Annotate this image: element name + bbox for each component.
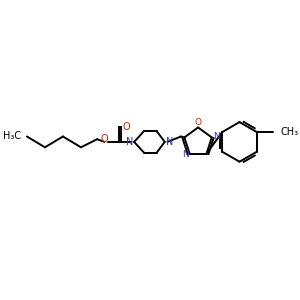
Text: H₃C: H₃C [3, 131, 22, 142]
Text: O: O [122, 122, 130, 133]
Text: O: O [100, 134, 108, 144]
Text: N: N [213, 132, 220, 141]
Text: N: N [126, 137, 133, 147]
Text: O: O [195, 118, 202, 127]
Text: CH₃: CH₃ [281, 127, 299, 137]
Text: N: N [182, 150, 188, 159]
Text: N: N [166, 137, 173, 147]
